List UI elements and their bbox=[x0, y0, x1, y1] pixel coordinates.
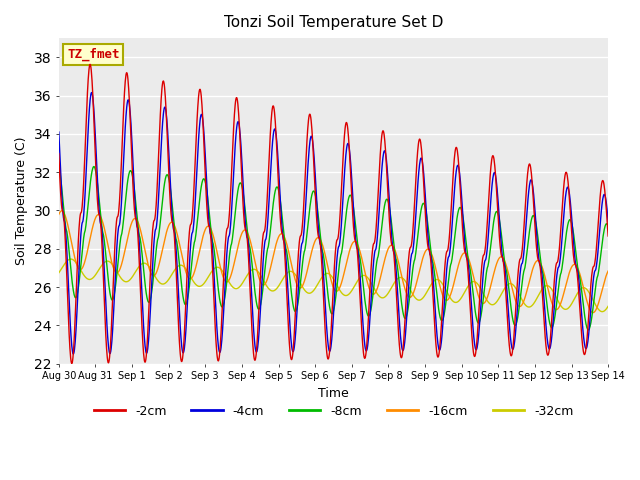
-32cm bbox=[598, 309, 606, 314]
-4cm bbox=[420, 167, 428, 173]
-16cm bbox=[58, 208, 66, 214]
-8cm bbox=[239, 186, 246, 192]
-32cm bbox=[604, 303, 612, 309]
-2cm bbox=[604, 233, 612, 239]
-2cm bbox=[55, 151, 63, 156]
Title: Tonzi Soil Temperature Set D: Tonzi Soil Temperature Set D bbox=[224, 15, 443, 30]
-16cm bbox=[239, 228, 246, 234]
Line: -4cm: -4cm bbox=[59, 93, 608, 354]
Line: -8cm: -8cm bbox=[59, 166, 608, 330]
-8cm bbox=[419, 201, 426, 207]
-32cm bbox=[67, 256, 74, 262]
-4cm bbox=[55, 129, 63, 135]
Legend: -2cm, -4cm, -8cm, -16cm, -32cm: -2cm, -4cm, -8cm, -16cm, -32cm bbox=[89, 400, 579, 422]
-8cm bbox=[177, 277, 185, 283]
-4cm bbox=[178, 343, 186, 349]
-2cm bbox=[492, 167, 499, 173]
-4cm bbox=[540, 291, 547, 297]
Line: -16cm: -16cm bbox=[59, 211, 608, 312]
-16cm bbox=[540, 267, 547, 273]
-2cm bbox=[540, 311, 547, 316]
-2cm bbox=[420, 175, 428, 181]
-4cm bbox=[70, 351, 77, 357]
-32cm bbox=[540, 285, 547, 291]
-4cm bbox=[604, 218, 612, 224]
-2cm bbox=[178, 359, 186, 364]
-8cm bbox=[164, 172, 172, 178]
-16cm bbox=[164, 225, 172, 230]
-16cm bbox=[491, 267, 499, 273]
-2cm bbox=[239, 204, 247, 209]
-32cm bbox=[491, 301, 499, 307]
-32cm bbox=[239, 280, 246, 286]
-16cm bbox=[419, 254, 427, 260]
-4cm bbox=[88, 90, 95, 96]
-8cm bbox=[539, 270, 547, 276]
-32cm bbox=[177, 263, 185, 268]
-4cm bbox=[164, 141, 172, 147]
Line: -32cm: -32cm bbox=[59, 259, 608, 312]
Y-axis label: Soil Temperature (C): Soil Temperature (C) bbox=[15, 137, 28, 265]
-2cm bbox=[164, 160, 172, 166]
-2cm bbox=[68, 360, 76, 366]
-16cm bbox=[55, 212, 63, 217]
-16cm bbox=[589, 310, 596, 315]
-8cm bbox=[490, 215, 498, 220]
-32cm bbox=[164, 277, 172, 283]
-4cm bbox=[492, 171, 499, 177]
-8cm bbox=[584, 327, 592, 333]
Line: -2cm: -2cm bbox=[59, 64, 608, 363]
Text: TZ_fmet: TZ_fmet bbox=[67, 48, 120, 61]
-32cm bbox=[55, 270, 63, 276]
X-axis label: Time: Time bbox=[318, 387, 349, 400]
-4cm bbox=[239, 183, 247, 189]
-8cm bbox=[604, 224, 612, 229]
-16cm bbox=[604, 268, 612, 274]
-32cm bbox=[419, 295, 427, 301]
-16cm bbox=[177, 250, 185, 256]
-2cm bbox=[86, 61, 94, 67]
-8cm bbox=[55, 163, 63, 169]
